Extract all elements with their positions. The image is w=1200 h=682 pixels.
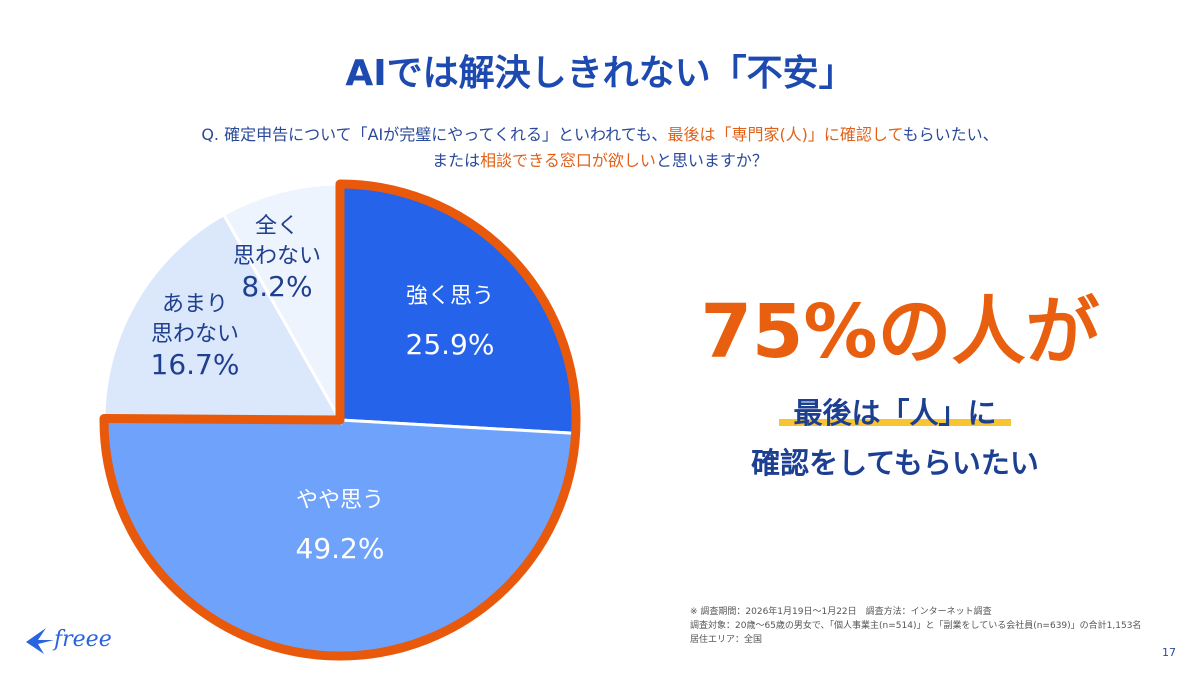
note-line: ※ 調査期間：2026年1月19日～1月22日 調査方法：インターネット調査 <box>690 607 992 617</box>
survey-question: Q. 確定申告について「AIが完璧にやってくれる」といわれても、最後は「専門家(… <box>0 122 1200 174</box>
svg-text:freee: freee <box>52 627 112 652</box>
slice-label-value: 16.7% <box>150 348 240 381</box>
bird-icon <box>26 628 54 654</box>
slice-label-value: 49.2% <box>295 532 385 565</box>
question-text: もらいたい、 <box>902 125 999 144</box>
slice-label-strongly-agree: 強く思う 25.9% <box>370 282 530 360</box>
question-highlight: 最後は「専門家(人)」に確認して <box>667 125 903 144</box>
survey-notes: ※ 調査期間：2026年1月19日～1月22日 調査方法：インターネット調査 調… <box>690 605 1141 647</box>
slice-label-text: 全く <box>254 214 299 239</box>
note-line: 居住エリア：全国 <box>690 635 763 645</box>
freee-logo: freee <box>24 620 120 660</box>
question-text: Q. 確定申告について「AIが完璧にやってくれる」といわれても、 <box>201 125 668 144</box>
slice-label-value: 25.9% <box>405 328 495 361</box>
question-text: または <box>432 151 481 170</box>
callout-highlight-text: 最後は「人」に <box>779 396 1011 430</box>
callout-line-1: 最後は「人」に <box>700 390 1090 432</box>
pie-chart <box>99 179 581 661</box>
page-number: 17 <box>1162 646 1176 659</box>
slide-title: AIでは解決しきれない「不安」 <box>345 53 855 94</box>
question-line-2: または相談できる窓口が欲しいと思いますか？ <box>0 148 1200 174</box>
pie-slice-2 <box>102 212 343 422</box>
slice-label-text: 思わない <box>150 322 239 347</box>
slice-label-somewhat-agree: やや思う 49.2% <box>260 486 420 564</box>
question-line-1: Q. 確定申告について「AIが完璧にやってくれる」といわれても、最後は「専門家(… <box>0 122 1200 148</box>
slice-label-not-much: あまり 思わない 16.7% <box>120 290 270 380</box>
note-line: 調査対象：20歳～65歳の男女で、「個人事業主(n=514)」と「副業をしている… <box>690 621 1142 631</box>
question-highlight: 相談できる窓口が欲しい <box>480 151 656 170</box>
question-text: と思いますか？ <box>655 151 768 170</box>
slice-label-text: 思わない <box>232 244 321 269</box>
slice-label-not-at-all: 全く 思わない 8.2% <box>222 212 332 302</box>
slice-label-value: 8.2% <box>241 270 313 303</box>
slice-label-text: やや思う <box>295 488 384 513</box>
callout-headline: 75%の人が <box>700 289 1100 375</box>
callout-line-2: 確認をしてもらいたい <box>751 446 1039 480</box>
slice-label-text: あまり <box>161 292 228 317</box>
slice-label-text: 強く思う <box>405 284 494 309</box>
highlight-outline <box>99 179 581 661</box>
